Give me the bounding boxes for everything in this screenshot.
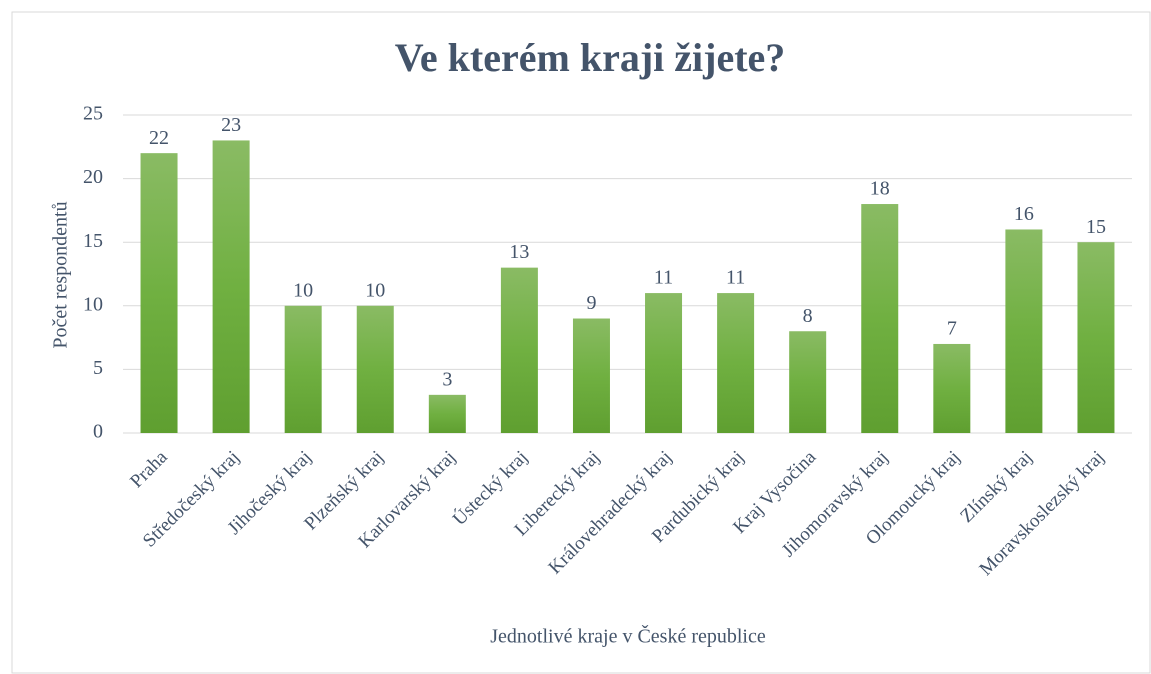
bar xyxy=(1077,242,1115,433)
bar xyxy=(1005,229,1043,433)
value-label: 3 xyxy=(442,368,452,390)
y-tick-label: 0 xyxy=(93,421,103,443)
bar xyxy=(428,394,466,433)
x-tick-label: Královehradecký kraj xyxy=(545,447,677,579)
value-label: 8 xyxy=(803,305,813,327)
value-label: 10 xyxy=(293,279,313,301)
value-label: 23 xyxy=(221,114,241,136)
chart-frame xyxy=(11,11,1151,674)
y-tick-label: 10 xyxy=(83,293,103,315)
bar xyxy=(789,331,827,433)
value-label: 7 xyxy=(947,318,957,340)
y-tick-label: 5 xyxy=(93,357,103,379)
y-tick-label: 15 xyxy=(83,230,103,252)
bar xyxy=(572,318,610,433)
value-label: 18 xyxy=(870,178,890,200)
y-tick-label: 25 xyxy=(83,103,103,125)
bar xyxy=(861,204,899,433)
x-tick-label: Praha xyxy=(126,446,172,492)
bar xyxy=(356,305,394,433)
value-label: 16 xyxy=(1014,203,1034,225)
x-tick-label: Moravskoslezský kraj xyxy=(975,447,1108,580)
bar xyxy=(212,140,250,433)
value-label: 15 xyxy=(1086,216,1106,238)
bar xyxy=(284,305,322,433)
value-label: 9 xyxy=(586,292,596,314)
y-tick-label: 20 xyxy=(83,166,103,188)
bar xyxy=(933,343,971,433)
bar xyxy=(140,153,178,433)
bar xyxy=(645,293,683,433)
bar xyxy=(717,293,755,433)
value-label: 10 xyxy=(365,279,385,301)
value-label: 13 xyxy=(509,241,529,263)
value-label: 11 xyxy=(726,267,745,289)
bar xyxy=(500,267,538,433)
x-axis-label: Jednotlivé kraje v České republice xyxy=(490,624,766,648)
value-label: 11 xyxy=(654,267,673,289)
y-axis-label: Počet respondentů xyxy=(50,201,72,348)
value-label: 22 xyxy=(149,127,169,149)
chart-title: Ve kterém kraji žijete? xyxy=(395,35,786,80)
